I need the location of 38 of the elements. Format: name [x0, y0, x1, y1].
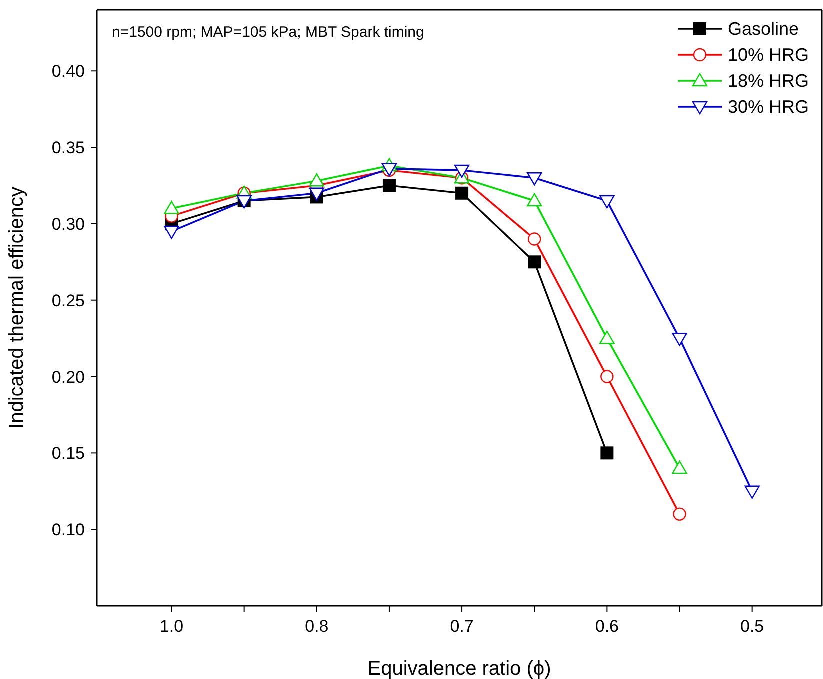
- point: [600, 330, 615, 344]
- x-tick-label: 0.8: [305, 617, 329, 636]
- y-tick-label: 0.40: [52, 62, 85, 82]
- x-axis-title: Equivalence ratio (ϕ): [368, 658, 552, 679]
- point: [164, 201, 180, 214]
- y-tick-label: 0.35: [52, 138, 85, 158]
- point: [600, 370, 614, 384]
- x-tick-label: 0.5: [740, 617, 764, 636]
- point: [672, 332, 688, 346]
- point: [454, 164, 470, 178]
- x-tick-label: 0.6: [595, 617, 620, 636]
- point: [309, 174, 324, 187]
- y-tick-label: 0.15: [52, 444, 85, 464]
- legend-label: 18% HRG: [728, 70, 809, 92]
- point: [672, 460, 688, 474]
- y-tick-label: 0.25: [52, 291, 85, 310]
- y-tick-label: 0.10: [52, 520, 85, 540]
- y-tick-label: 0.20: [52, 368, 85, 387]
- point: [673, 508, 686, 521]
- point: [527, 193, 542, 207]
- point: [527, 172, 542, 186]
- x-tick-label: 0.7: [450, 617, 474, 636]
- annotation: n=1500 rpm; MAP=105 kPa; MBT Spark timing: [112, 24, 424, 41]
- point: [600, 195, 615, 209]
- x-tick-label: 1.0: [160, 617, 184, 636]
- y-axis-title: Indicated thermal efficiency: [6, 187, 28, 429]
- point: [528, 232, 542, 246]
- point: [309, 188, 324, 201]
- legend-label: Gasoline: [728, 18, 800, 40]
- legend-label: 10% HRG: [728, 44, 809, 66]
- point: [382, 179, 396, 192]
- y-tick-label: 0.30: [52, 214, 85, 234]
- point: [164, 226, 180, 240]
- point: [600, 446, 614, 460]
- point: [456, 186, 469, 200]
- legend-label: 30% HRG: [728, 96, 809, 118]
- point: [528, 256, 542, 269]
- point: [744, 486, 760, 499]
